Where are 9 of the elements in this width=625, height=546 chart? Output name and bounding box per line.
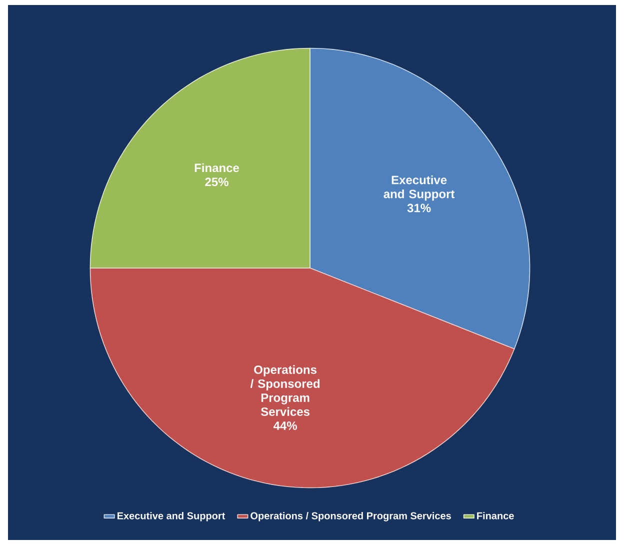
legend-label: Executive and Support [117,512,226,522]
legend-label: Finance [477,512,514,520]
data-label: 25% [205,178,228,186]
legend-label: Operations / Sponsored Program Services [250,512,451,522]
data-label: 31% [407,204,431,212]
slice-label: Operations / Sponsored Program Services [250,365,320,416]
slice-label: Finance [194,163,240,172]
slice-label: Executive and Support [384,175,455,201]
data-label: 44% [273,421,297,430]
